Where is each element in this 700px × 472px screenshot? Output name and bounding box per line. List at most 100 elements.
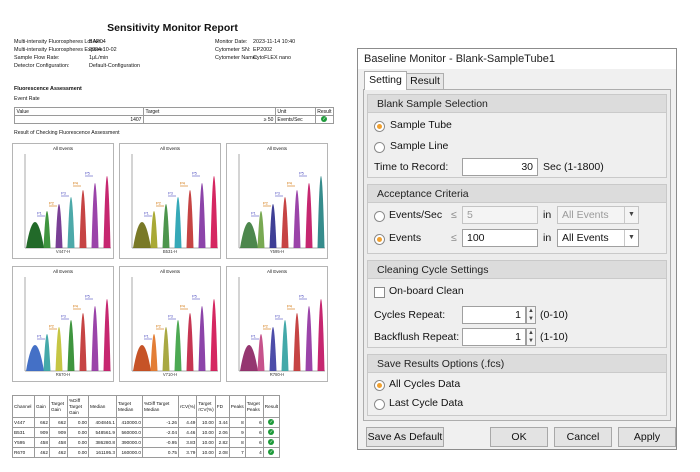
cycles-repeat-input[interactable]: 1 (462, 306, 526, 324)
dialog-title: Baseline Monitor - Blank-SampleTube1 (358, 49, 676, 69)
plot-axis-label: V447-H (55, 249, 71, 254)
cycles-repeat-spinner[interactable]: ▲ ▼ (526, 306, 536, 324)
table-cell: 462 (49, 447, 68, 458)
col-header: %Diff Target Gain (67, 395, 89, 418)
table-cell: 4.49 (177, 417, 198, 428)
dropdown-value: All Events (562, 209, 609, 221)
sensitivity-report: Sensitivity Monitor Report Multi-intensi… (0, 0, 345, 472)
histogram-plot: All Events P1 P2 P3 P4 P5 V710-H (119, 266, 221, 382)
table-cell: 458 (34, 437, 50, 448)
histogram-plot: All Events P1 P2 P3 P4 P5 R670-H (12, 266, 114, 382)
events-per-sec-input[interactable]: 5 (462, 206, 538, 224)
gate-label: P1 (37, 211, 43, 216)
spin-down-icon[interactable]: ▼ (528, 316, 534, 322)
table-cell: 10.00 (196, 427, 216, 438)
events-per-sec-radio[interactable] (374, 211, 385, 222)
gate-label: P4 (180, 304, 186, 309)
info-key: Cytometer Name: (215, 55, 258, 61)
plot-axis-label: R780-H (269, 372, 285, 377)
events-scope-dropdown[interactable]: All Events ▼ (557, 229, 639, 247)
col-header: Target Gain (49, 395, 68, 418)
histogram-peak (257, 334, 265, 371)
spin-up-icon[interactable]: ▲ (528, 308, 534, 314)
gate-label: P1 (144, 334, 150, 339)
spin-up-icon[interactable]: ▲ (528, 330, 534, 336)
cancel-button[interactable]: Cancel (554, 427, 612, 447)
histogram-peak (162, 204, 170, 248)
table-cell: 160000.0 (116, 447, 143, 458)
col-header: Result (262, 395, 281, 418)
group-header: Save Results Options (.fcs) (368, 355, 666, 373)
table-cell: 2.06 (214, 427, 230, 438)
lte-operator: ≤ (451, 232, 457, 244)
fluorescence-assessment-title: Fluorescence Assessment (14, 86, 82, 92)
histogram-peak (269, 204, 277, 248)
table-cell: 6 (244, 427, 264, 438)
ok-button[interactable]: OK (490, 427, 548, 447)
backflush-repeat-input[interactable]: 1 (462, 328, 526, 346)
all-cycles-label[interactable]: All Cycles Data (389, 378, 461, 390)
histogram-peak (150, 334, 158, 371)
table-cell: 410000.0 (116, 417, 143, 428)
histogram-peak (55, 204, 63, 248)
gate-label: P5 (85, 171, 91, 176)
events-radio[interactable] (374, 234, 385, 245)
time-unit-label: Sec (1-1800) (543, 161, 604, 173)
col-header: Target rCV(%) (196, 395, 216, 418)
events-per-sec-scope-dropdown[interactable]: All Events ▼ (557, 206, 639, 224)
spin-down-icon[interactable]: ▼ (528, 338, 534, 344)
histogram-peak (317, 176, 325, 248)
events-input[interactable]: 100 (462, 229, 538, 247)
in-label: in (543, 209, 552, 221)
plot-title: All Events (159, 146, 180, 151)
table-cell: 4 (244, 447, 264, 458)
all-cycles-radio[interactable] (374, 380, 385, 391)
backflush-repeat-spinner[interactable]: ▲ ▼ (526, 328, 536, 346)
report-title: Sensitivity Monitor Report (107, 22, 238, 34)
time-to-record-input[interactable]: 30 (462, 158, 538, 176)
table-cell: 9 (228, 427, 246, 438)
chevron-down-icon: ▼ (624, 207, 638, 223)
tab-result[interactable]: Result (406, 73, 444, 89)
sample-tube-label[interactable]: Sample Tube (390, 119, 452, 131)
histogram-plot: All Events P1 P2 P3 P4 P5 R780-H (226, 266, 328, 382)
plot-title: All Events (52, 269, 73, 274)
apply-button[interactable]: Apply (618, 427, 676, 447)
table-cell: 0.00 (67, 447, 89, 458)
info-key: Sample Flow Rate: (14, 55, 60, 61)
save-as-default-button[interactable]: Save As Default (366, 427, 444, 447)
histogram-peak (91, 183, 99, 248)
table-cell: 6 (244, 437, 264, 448)
plot-axis-label: Y595-H (269, 249, 285, 254)
baseline-monitor-dialog: Baseline Monitor - Blank-SampleTube1 Set… (357, 48, 677, 450)
table-cell: 4.46 (177, 427, 198, 438)
sample-tube-radio[interactable] (374, 121, 385, 132)
gate-label: P3 (275, 191, 281, 196)
events-label[interactable]: Events (389, 232, 422, 244)
check-icon: ✓ (268, 429, 275, 436)
histogram-peak (174, 197, 182, 248)
table-cell: 3.44 (214, 417, 230, 428)
check-icon: ✓ (268, 419, 275, 426)
check-icon: ✓ (268, 439, 275, 446)
group-header: Acceptance Criteria (368, 185, 666, 203)
gate-label: P5 (85, 294, 91, 299)
table-cell: 662 (49, 417, 68, 428)
sample-line-label[interactable]: Sample Line (390, 140, 449, 152)
last-cycle-label[interactable]: Last Cycle Data (389, 397, 464, 409)
col-header: FD (214, 395, 230, 418)
onboard-clean-label[interactable]: On-board Clean (389, 285, 464, 297)
check-icon: ✓ (321, 116, 328, 123)
report-info-left: Multi-intensity Fluorospheres Lot No.: BA… (14, 38, 140, 70)
table-cell: 548561.9 (88, 427, 117, 438)
table-cell: -2.04 (142, 427, 179, 438)
sample-line-radio[interactable] (374, 142, 385, 153)
tab-setting[interactable]: Setting (364, 71, 407, 90)
backflush-repeat-label: Backflush Repeat: (374, 331, 460, 343)
events-per-sec-label[interactable]: Events/Sec (389, 209, 443, 221)
histogram-peak (150, 211, 158, 248)
last-cycle-radio[interactable] (374, 399, 385, 410)
plot-axis-label: R670-H (55, 372, 71, 377)
info-key: Multi-intensity Fluorospheres Lot No.: (14, 39, 104, 45)
onboard-clean-checkbox[interactable] (374, 287, 385, 298)
